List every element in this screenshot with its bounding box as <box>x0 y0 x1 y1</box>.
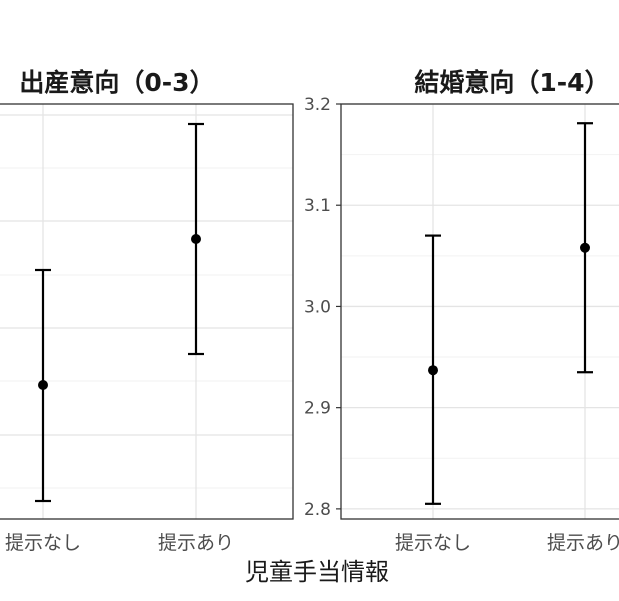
panel-left-x-tick-提示なし: 提示なし <box>5 532 81 554</box>
panel-right-y-tick-label: 2.8 <box>304 500 331 520</box>
panel-left-background <box>0 104 293 519</box>
panel-left: 出産意向（0-3） 提示なし 提示あり <box>0 68 294 554</box>
x-axis-label: 児童手当情報 <box>245 558 389 586</box>
point-right-提示なし <box>428 365 438 376</box>
panel-right-y-tick-label: 3.2 <box>304 95 331 115</box>
panel-left-marks <box>35 122 204 503</box>
panel-right-x-tick-提示なし: 提示なし <box>395 532 471 554</box>
panel-right: 2.8 2.9 3.0 3.1 3.2 結婚意向（1-4） 提示なし 提示あり <box>304 68 619 554</box>
panel-right-y-tick-label: 2.9 <box>304 399 331 419</box>
panel-right-y-axis: 2.8 2.9 3.0 3.1 3.2 <box>304 95 341 520</box>
panel-right-border <box>340 103 619 520</box>
panel-right-background <box>341 104 619 519</box>
panel-right-marks <box>425 122 593 505</box>
panel-left-border <box>0 103 294 520</box>
panel-right-y-tick-label: 3.0 <box>304 297 331 317</box>
point-right-提示あり <box>580 242 590 253</box>
point-left-提示あり <box>191 234 201 244</box>
panel-right-x-tick-提示あり: 提示あり <box>547 532 619 554</box>
panel-left-title: 出産意向（0-3） <box>19 68 214 97</box>
panel-right-y-tick-label: 3.1 <box>304 196 331 216</box>
panel-left-x-tick-提示あり: 提示あり <box>158 532 234 554</box>
point-left-提示なし <box>38 380 48 390</box>
panel-right-title: 結婚意向（1-4） <box>414 68 609 97</box>
panel-left-minor-gridlines <box>0 167 293 489</box>
